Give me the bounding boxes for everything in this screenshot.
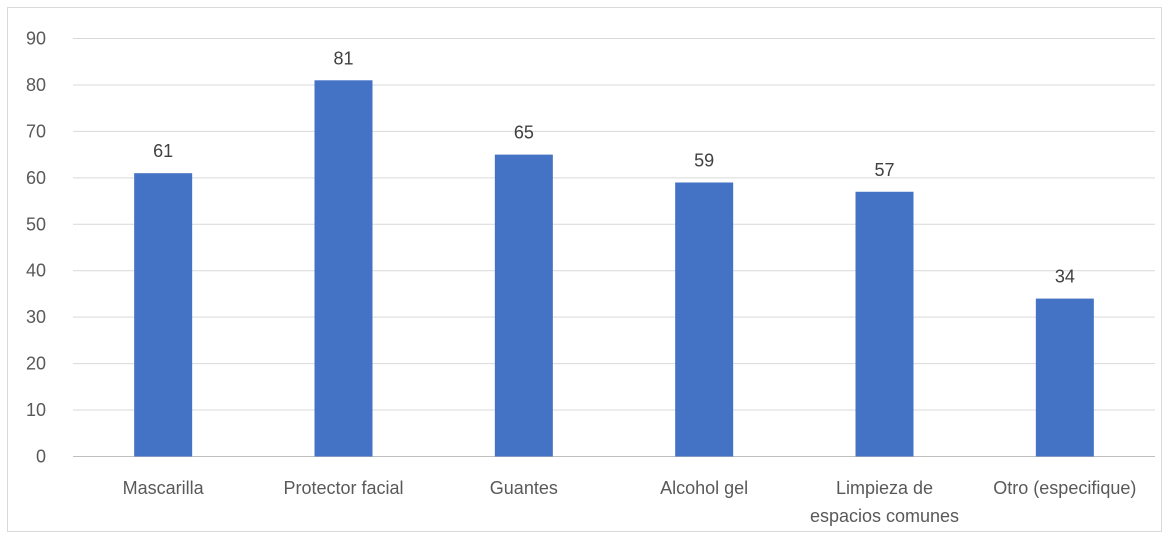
y-tick-label: 20 — [26, 354, 46, 374]
data-label: 57 — [874, 160, 894, 180]
y-tick-label: 80 — [26, 75, 46, 95]
category-label: Alcohol gel — [660, 478, 748, 498]
bar — [314, 80, 373, 457]
y-tick-label: 50 — [26, 214, 46, 234]
category-label: Guantes — [490, 478, 558, 498]
data-label: 65 — [514, 123, 534, 143]
category-label: Limpieza de espacios comunes — [810, 478, 959, 526]
bar — [1035, 298, 1094, 457]
bar — [134, 173, 193, 457]
y-tick-label: 30 — [26, 307, 46, 327]
bar — [855, 191, 914, 457]
y-tick-label: 10 — [26, 400, 46, 420]
category-label: Protector facial — [283, 478, 403, 498]
data-label: 34 — [1055, 267, 1075, 287]
chart-frame — [7, 7, 1162, 532]
bar — [494, 154, 553, 457]
bar — [675, 182, 734, 457]
data-label: 81 — [333, 48, 353, 68]
data-label: 59 — [694, 150, 714, 170]
category-label: Mascarilla — [123, 478, 205, 498]
category-label: Otro (especifique) — [993, 478, 1136, 498]
y-tick-label: 60 — [26, 168, 46, 188]
data-label: 61 — [153, 141, 173, 161]
y-tick-label: 40 — [26, 261, 46, 281]
y-tick-label: 0 — [36, 447, 46, 467]
y-tick-label: 70 — [26, 121, 46, 141]
y-tick-label: 90 — [26, 29, 46, 49]
